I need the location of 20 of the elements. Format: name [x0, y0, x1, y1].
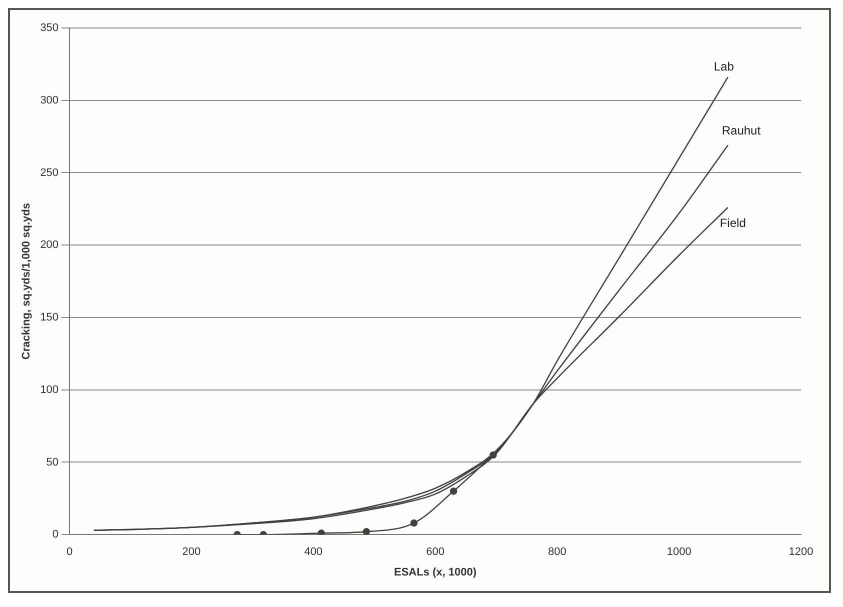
series-label: Lab: [714, 60, 734, 74]
x-tick-label: 600: [426, 546, 444, 558]
y-tick-label: 200: [40, 239, 59, 252]
x-axis-title: ESALs (x, 1000): [394, 566, 477, 578]
x-tick-label: 0: [66, 546, 73, 558]
series-label: Rauhut: [722, 124, 762, 138]
y-tick-label: 350: [40, 22, 59, 34]
y-tick-label: 300: [40, 94, 59, 106]
x-tick-label: 1000: [666, 546, 692, 558]
x-tick-label: 200: [182, 546, 201, 558]
y-tick-label: 0: [52, 528, 59, 541]
series-label: Field: [720, 216, 746, 230]
x-tick-label: 1200: [788, 546, 814, 558]
y-tick-label: 150: [40, 312, 59, 324]
y-axis-title: Cracking, sq.yds/1,000 sq.yds: [20, 203, 33, 360]
y-tick-label: 250: [40, 166, 59, 179]
y-tick-label: 100: [40, 384, 59, 396]
x-tick-label: 800: [548, 546, 566, 558]
x-tick-label: 400: [304, 546, 323, 558]
y-tick-label: 50: [46, 456, 59, 468]
